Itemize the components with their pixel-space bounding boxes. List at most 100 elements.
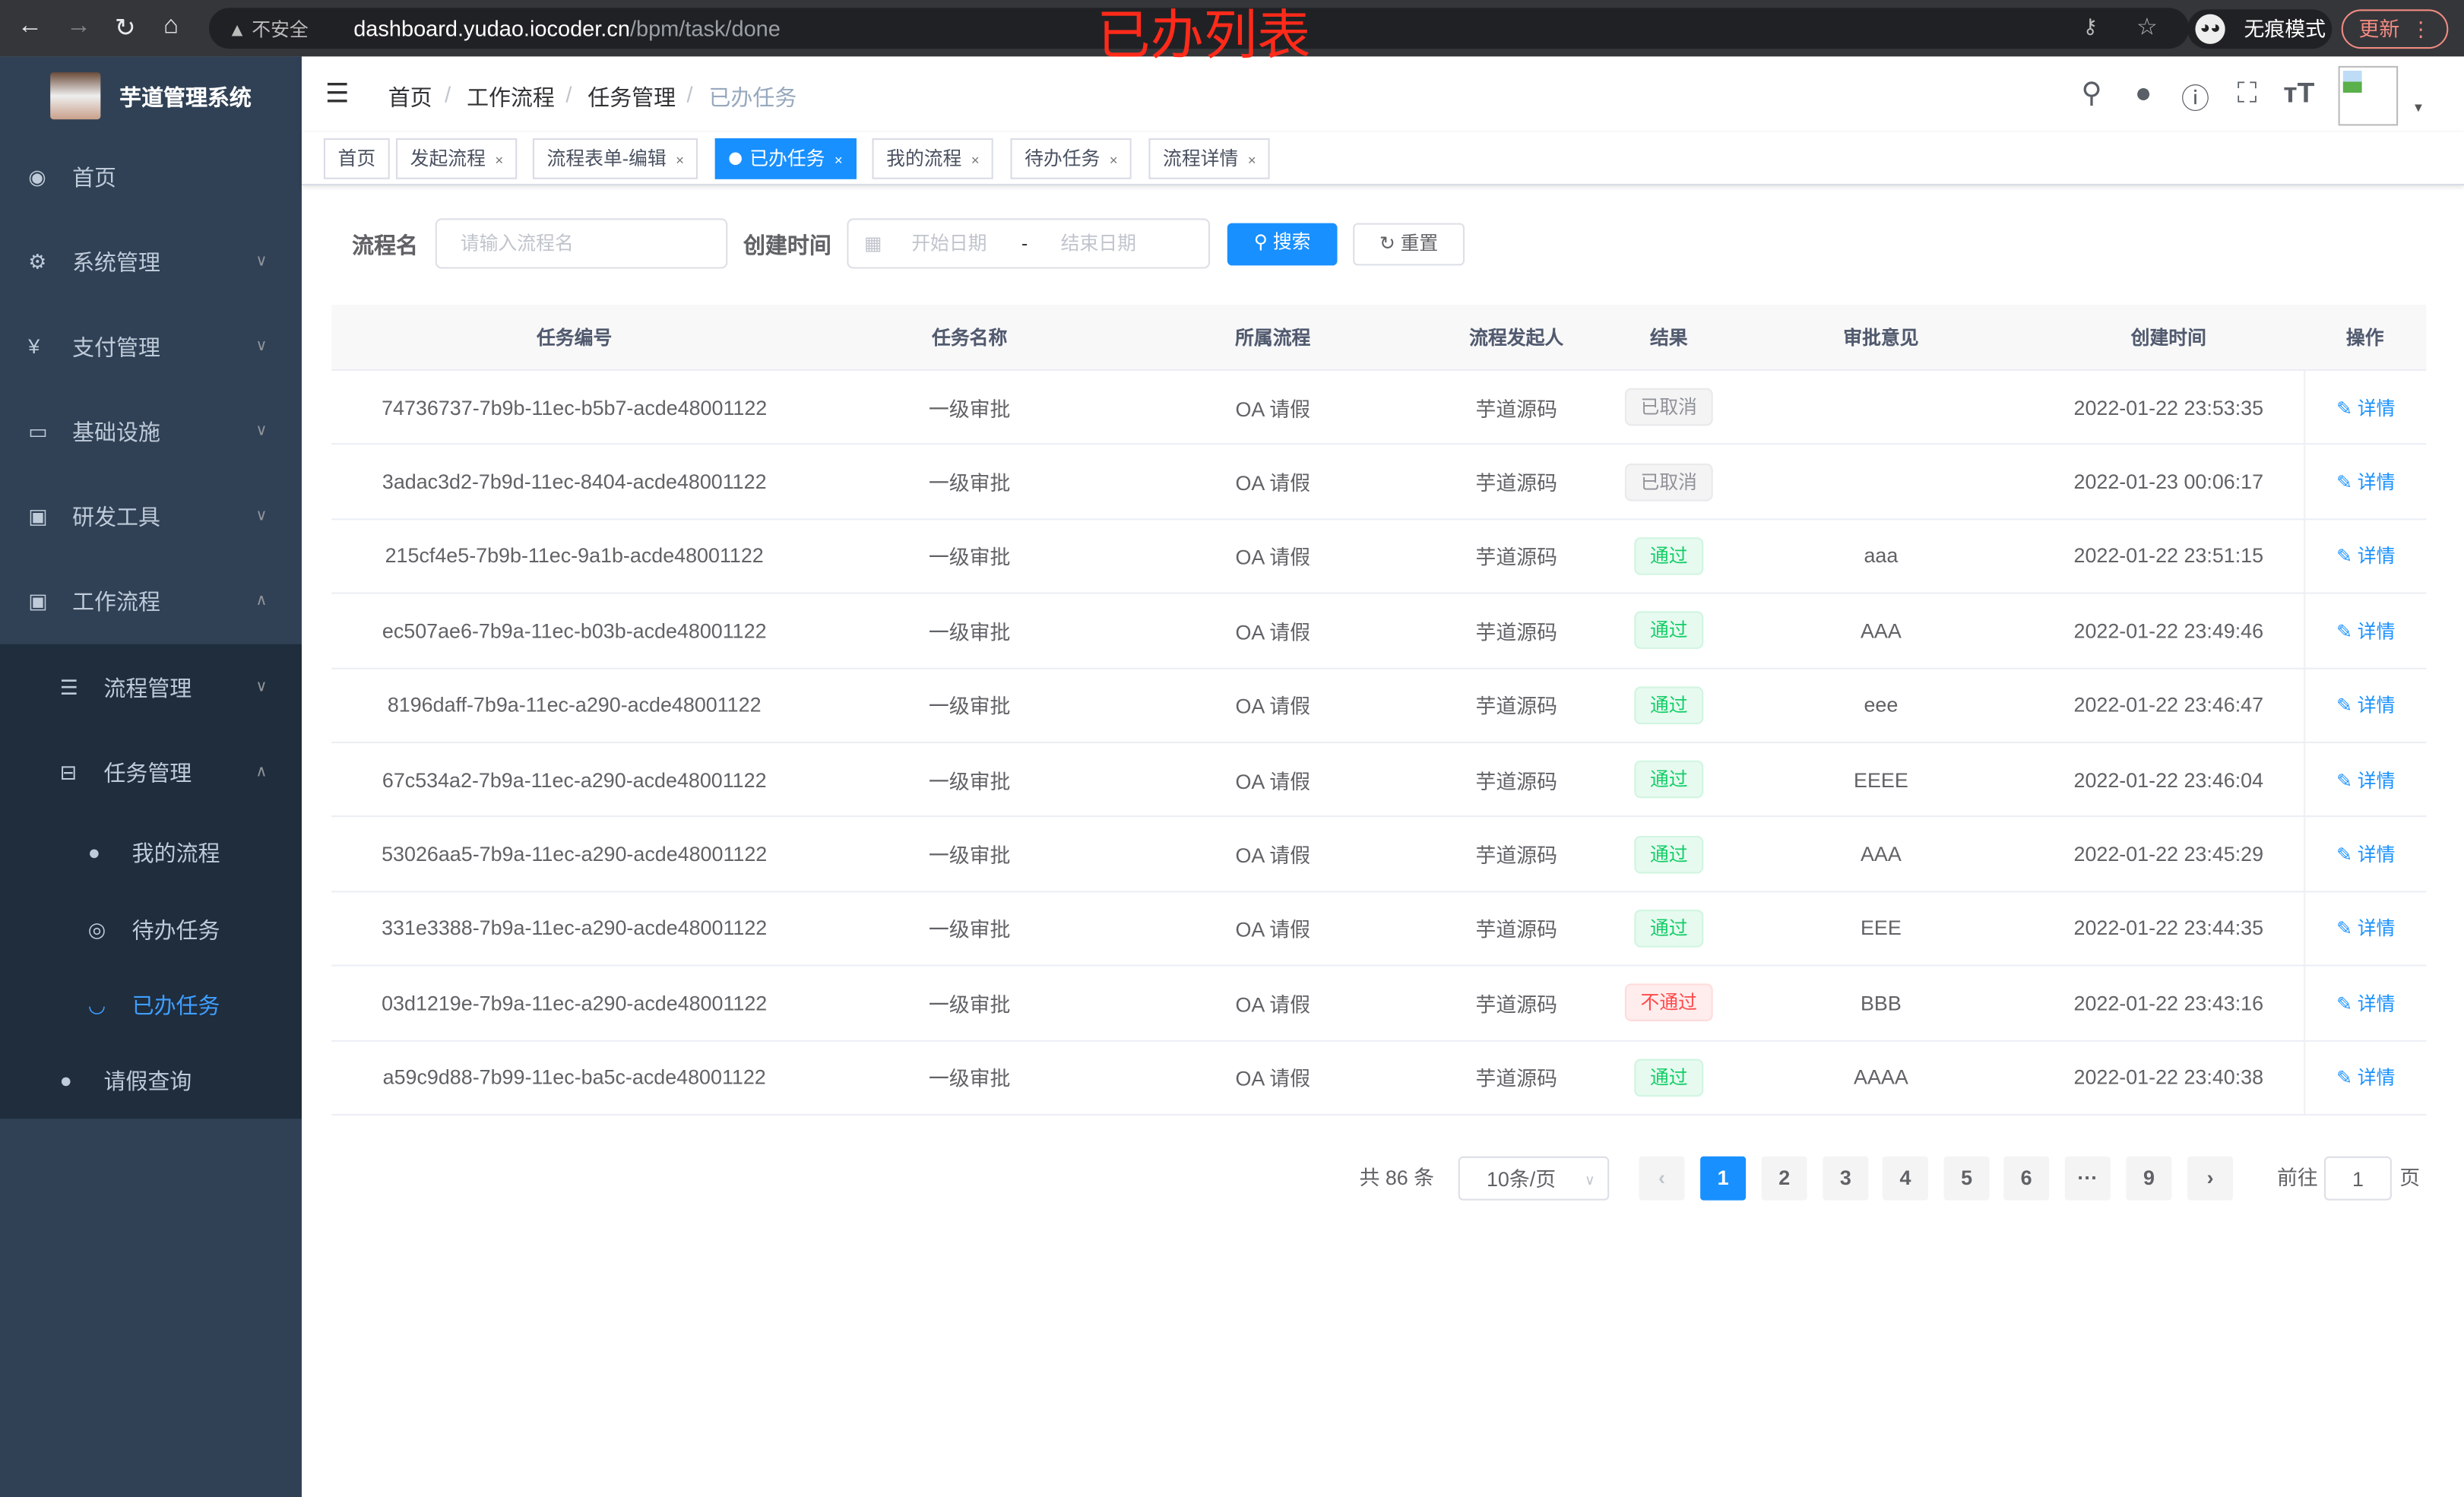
cell-time: 2022-01-22 23:46:47 — [2073, 693, 2264, 717]
security-indicator[interactable]: ▲ 不安全 — [227, 18, 309, 41]
table-row: 03d1219e-7b9a-11ec-a290-acde48001122 一级审批… — [331, 966, 2427, 1041]
caret-down-icon[interactable]: ▼ — [2412, 100, 2425, 115]
chevron-down-icon: ∨ — [1584, 1172, 1595, 1188]
update-button[interactable]: 更新 ⋮ — [2341, 9, 2449, 49]
eye-closed-icon: ◡ — [87, 992, 106, 1017]
more-icon: ⋮ — [2410, 17, 2431, 41]
page-button[interactable]: 2 — [1761, 1156, 1807, 1201]
next-page-button[interactable]: › — [2187, 1156, 2234, 1201]
breadcrumb-separator: / — [565, 81, 572, 107]
close-icon[interactable]: × — [1247, 152, 1256, 169]
status-badge: 已取消 — [1624, 463, 1713, 501]
close-icon[interactable]: × — [1109, 152, 1118, 169]
help-icon[interactable]: ⓘ — [2181, 83, 2210, 115]
tag-0[interactable]: 首页 — [323, 138, 390, 179]
hamburger-icon[interactable]: ☰ — [325, 78, 350, 109]
prev-page-button[interactable]: ‹ — [1639, 1156, 1685, 1201]
sidebar-item[interactable]: ▭ 基础设施 ∨ — [0, 393, 302, 471]
detail-link[interactable]: ✎ 详情 — [2336, 471, 2396, 494]
detail-link[interactable]: ✎ 详情 — [2336, 769, 2396, 792]
edit-icon: ✎ — [2336, 918, 2358, 941]
breadcrumb-item[interactable]: 工作流程 — [467, 84, 555, 110]
tag-3[interactable]: 已办任务 × — [714, 138, 857, 179]
font-size-icon[interactable]: тT — [2283, 77, 2315, 109]
sidebar-item[interactable]: ⊟ 任务管理 ∧ — [0, 734, 302, 812]
tag-2[interactable]: 流程表单-编辑 × — [532, 138, 698, 179]
tag-6[interactable]: 流程详情 × — [1148, 138, 1271, 179]
cell-action: ✎ 详情 — [2304, 817, 2426, 891]
process-name-input[interactable]: 请输入流程名 — [435, 218, 728, 269]
breadcrumb-item[interactable]: 首页 — [388, 84, 432, 110]
tag-1[interactable]: 发起流程 × — [396, 138, 518, 179]
page-button[interactable]: 4 — [1882, 1156, 1928, 1201]
cell-name: 一级审批 — [928, 397, 1011, 421]
key-icon[interactable]: ⚷ — [2082, 14, 2098, 38]
goto-page-input[interactable]: 1 — [2323, 1156, 2392, 1201]
sidebar-item[interactable]: ◡ 已办任务 — [0, 967, 302, 1045]
address-bar[interactable]: ▲ 不安全 dashboard.yudao.iocoder.cn/bpm/tas… — [208, 8, 2190, 49]
page-button[interactable]: 6 — [2003, 1156, 2050, 1201]
detail-link[interactable]: ✎ 详情 — [2336, 397, 2396, 419]
search-icon[interactable]: ⚲ — [2081, 77, 2102, 109]
cell-comment: AAA — [1861, 842, 1902, 866]
close-icon[interactable]: × — [834, 152, 843, 169]
cell-process: OA 请假 — [1235, 843, 1311, 868]
star-icon[interactable]: ☆ — [2136, 14, 2158, 41]
detail-link[interactable]: ✎ 详情 — [2336, 620, 2396, 643]
sidebar-item[interactable]: ◉ 首页 — [0, 138, 302, 217]
sidebar-item[interactable]: ◎ 待办任务 — [0, 891, 302, 969]
detail-link[interactable]: ✎ 详情 — [2336, 546, 2396, 568]
sidebar-item[interactable]: ▣ 研发工具 ∨ — [0, 478, 302, 556]
github-icon[interactable]: ● — [2134, 77, 2152, 109]
page-button[interactable]: 1 — [1700, 1156, 1747, 1201]
home-icon[interactable]: ⌂ — [163, 12, 179, 40]
tag-label: 发起流程 — [410, 147, 486, 170]
sidebar-item-label: 系统管理 — [72, 249, 160, 275]
avatar[interactable] — [2338, 65, 2399, 126]
search-button[interactable]: ⚲ 搜索 — [1227, 223, 1338, 266]
sidebar-item[interactable]: ● 我的流程 — [0, 814, 302, 892]
detail-link[interactable]: ✎ 详情 — [2336, 1067, 2396, 1090]
page-button[interactable]: 3 — [1823, 1156, 1869, 1201]
tag-4[interactable]: 我的流程 × — [872, 138, 994, 179]
close-icon[interactable]: × — [676, 152, 684, 169]
sidebar-item[interactable]: ● 请假查询 — [0, 1042, 302, 1120]
detail-link[interactable]: ✎ 详情 — [2336, 992, 2396, 1015]
reset-button[interactable]: ↻ 重置 — [1353, 223, 1465, 266]
close-icon[interactable]: × — [971, 152, 980, 169]
back-icon[interactable]: ← — [17, 12, 43, 40]
reload-icon[interactable]: ↻ — [114, 15, 136, 43]
tag-5[interactable]: 待办任务 × — [1010, 138, 1132, 179]
sidebar-item[interactable]: ¥ 支付管理 ∨ — [0, 308, 302, 386]
close-icon[interactable]: × — [495, 152, 504, 169]
page-size-select[interactable]: 10条/页 ∨ — [1458, 1156, 1610, 1201]
column-header: 任务名称 — [932, 327, 1008, 350]
tag-label: 我的流程 — [886, 147, 962, 170]
forward-icon[interactable]: → — [65, 12, 91, 40]
status-badge: 通过 — [1634, 910, 1704, 948]
fullscreen-icon[interactable]: ⛶ — [2237, 77, 2257, 109]
cell-starter: 芋道源码 — [1475, 546, 1557, 570]
column-header: 创建时间 — [2130, 327, 2206, 350]
cell-name: 一级审批 — [928, 843, 1011, 868]
detail-link[interactable]: ✎ 详情 — [2336, 918, 2396, 941]
cell-id: 74736737-7b9b-11ec-b5b7-acde48001122 — [382, 395, 768, 419]
cell-time: 2022-01-22 23:53:35 — [2073, 395, 2264, 419]
detail-link[interactable]: ✎ 详情 — [2336, 695, 2396, 717]
page-button[interactable]: 9 — [2126, 1156, 2172, 1201]
page-button[interactable]: ··· — [2064, 1156, 2111, 1201]
page-button[interactable]: 5 — [1943, 1156, 1990, 1201]
breadcrumb-item[interactable]: 任务管理 — [587, 84, 676, 110]
cell-starter: 芋道源码 — [1475, 769, 1557, 793]
incognito-badge[interactable]: ◕◕ 无痕模式 — [2187, 9, 2333, 49]
date-range-picker[interactable]: ▦ 开始日期 - 结束日期 — [847, 218, 1211, 269]
detail-link[interactable]: ✎ 详情 — [2336, 843, 2396, 866]
cell-result: 已取消 — [1609, 445, 1728, 518]
sidebar-item[interactable]: ⚙ 系统管理 ∨ — [0, 223, 302, 302]
sidebar-item[interactable]: ☰ 流程管理 ∨ — [0, 649, 302, 727]
user-icon: ● — [59, 1068, 72, 1092]
cell-starter: 芋道源码 — [1475, 471, 1557, 495]
sidebar-item[interactable]: ▣ 工作流程 ∧ — [0, 562, 302, 641]
chevron-down-icon: ∨ — [255, 252, 268, 271]
